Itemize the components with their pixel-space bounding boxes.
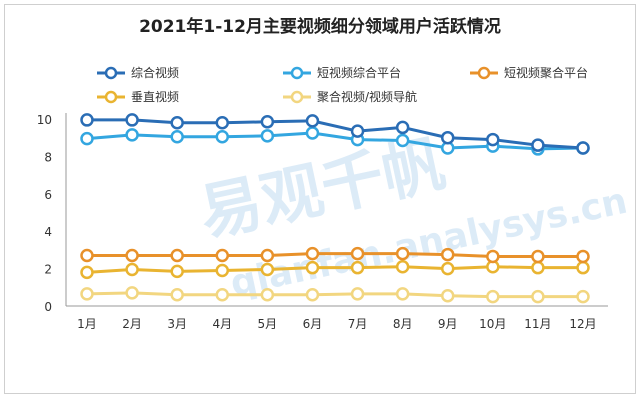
data-point: [395, 246, 410, 261]
series: [80, 113, 590, 155]
legend-label: 短视频综合平台: [317, 65, 401, 80]
data-point: [395, 259, 410, 274]
series: [80, 286, 590, 304]
data-point: [170, 130, 184, 144]
series: [80, 246, 590, 264]
data-point: [350, 260, 365, 275]
data-point: [80, 287, 94, 301]
x-tick-label: 6月: [303, 317, 323, 331]
x-tick-label: 4月: [212, 317, 232, 331]
data-point: [395, 120, 410, 135]
y-tick-label: 0: [44, 300, 52, 314]
data-point: [395, 287, 410, 301]
legend-marker: [290, 66, 304, 80]
data-point: [125, 262, 139, 277]
data-point: [215, 248, 230, 263]
data-point: [170, 248, 184, 263]
data-point: [215, 115, 230, 130]
data-point: [305, 288, 320, 302]
data-point: [125, 286, 139, 300]
data-point: [486, 289, 500, 304]
data-point: [395, 133, 410, 148]
data-point: [350, 246, 365, 261]
data-point: [440, 247, 455, 262]
legend-label: 聚合视频/视频导航: [317, 89, 417, 104]
x-tick-label: 2月: [122, 317, 142, 331]
data-point: [170, 115, 184, 130]
data-point: [350, 124, 365, 138]
x-tick-label: 8月: [393, 317, 413, 331]
data-point: [531, 260, 545, 275]
data-point: [80, 248, 94, 263]
x-tick-label: 12月: [569, 317, 596, 331]
y-tick-label: 10: [37, 113, 52, 127]
data-point: [440, 261, 455, 276]
data-point: [260, 262, 275, 277]
x-tick-label: 1月: [77, 317, 97, 331]
data-point: [486, 132, 500, 147]
series-line: [86, 265, 583, 274]
data-point: [260, 248, 275, 263]
x-tick-label: 5月: [258, 317, 278, 331]
data-point: [260, 288, 275, 302]
data-point: [125, 128, 139, 142]
y-tick-label: 4: [44, 225, 52, 239]
series-line: [86, 291, 583, 299]
y-tick-label: 8: [44, 150, 52, 164]
data-point: [170, 264, 184, 279]
data-point: [215, 263, 230, 278]
data-point: [125, 113, 139, 127]
y-tick-label: 2: [44, 263, 52, 277]
data-point: [80, 113, 94, 127]
data-point: [80, 131, 94, 146]
legend-label: 综合视频: [131, 65, 179, 80]
data-point: [125, 248, 139, 263]
legend-item: 综合视频: [97, 65, 179, 80]
data-point: [531, 138, 545, 152]
x-tick-label: 7月: [348, 317, 368, 331]
data-point: [531, 289, 545, 304]
legend-item: 垂直视频: [97, 89, 179, 104]
series-line: [87, 252, 583, 258]
legend-item: 短视频聚合平台: [470, 65, 588, 80]
data-point: [305, 246, 320, 261]
data-point: [440, 130, 455, 145]
data-point: [576, 289, 590, 304]
series-line: [86, 131, 584, 151]
data-point: [215, 288, 230, 302]
data-point: [440, 288, 455, 303]
legend-label: 垂直视频: [131, 89, 179, 104]
data-point: [260, 129, 275, 143]
data-point: [576, 260, 590, 275]
legend-marker: [477, 66, 491, 80]
x-tick-label: 10月: [479, 317, 506, 331]
data-point: [576, 141, 590, 155]
data-point: [531, 249, 545, 264]
legend-item: 短视频综合平台: [283, 65, 401, 80]
data-point: [305, 114, 320, 128]
data-point: [80, 265, 94, 280]
data-point: [305, 260, 320, 275]
data-point: [350, 287, 365, 301]
data-point: [170, 288, 184, 302]
y-tick-label: 6: [44, 188, 52, 202]
data-point: [260, 115, 275, 129]
series: [80, 259, 590, 280]
legend-marker: [104, 66, 118, 80]
data-point: [486, 249, 500, 264]
legend-marker: [104, 90, 118, 104]
series-line: [87, 118, 584, 150]
data-point: [305, 126, 320, 140]
legend-label: 短视频聚合平台: [504, 65, 588, 80]
x-tick-label: 11月: [524, 317, 551, 331]
data-point: [576, 249, 590, 264]
chart-title: 2021年1-12月主要视频细分领域用户活跃情况: [139, 17, 501, 37]
x-tick-label: 9月: [438, 317, 458, 331]
legend-marker: [290, 90, 304, 104]
x-tick-label: 3月: [167, 317, 187, 331]
data-point: [215, 130, 230, 144]
legend-item: 聚合视频/视频导航: [283, 89, 417, 104]
